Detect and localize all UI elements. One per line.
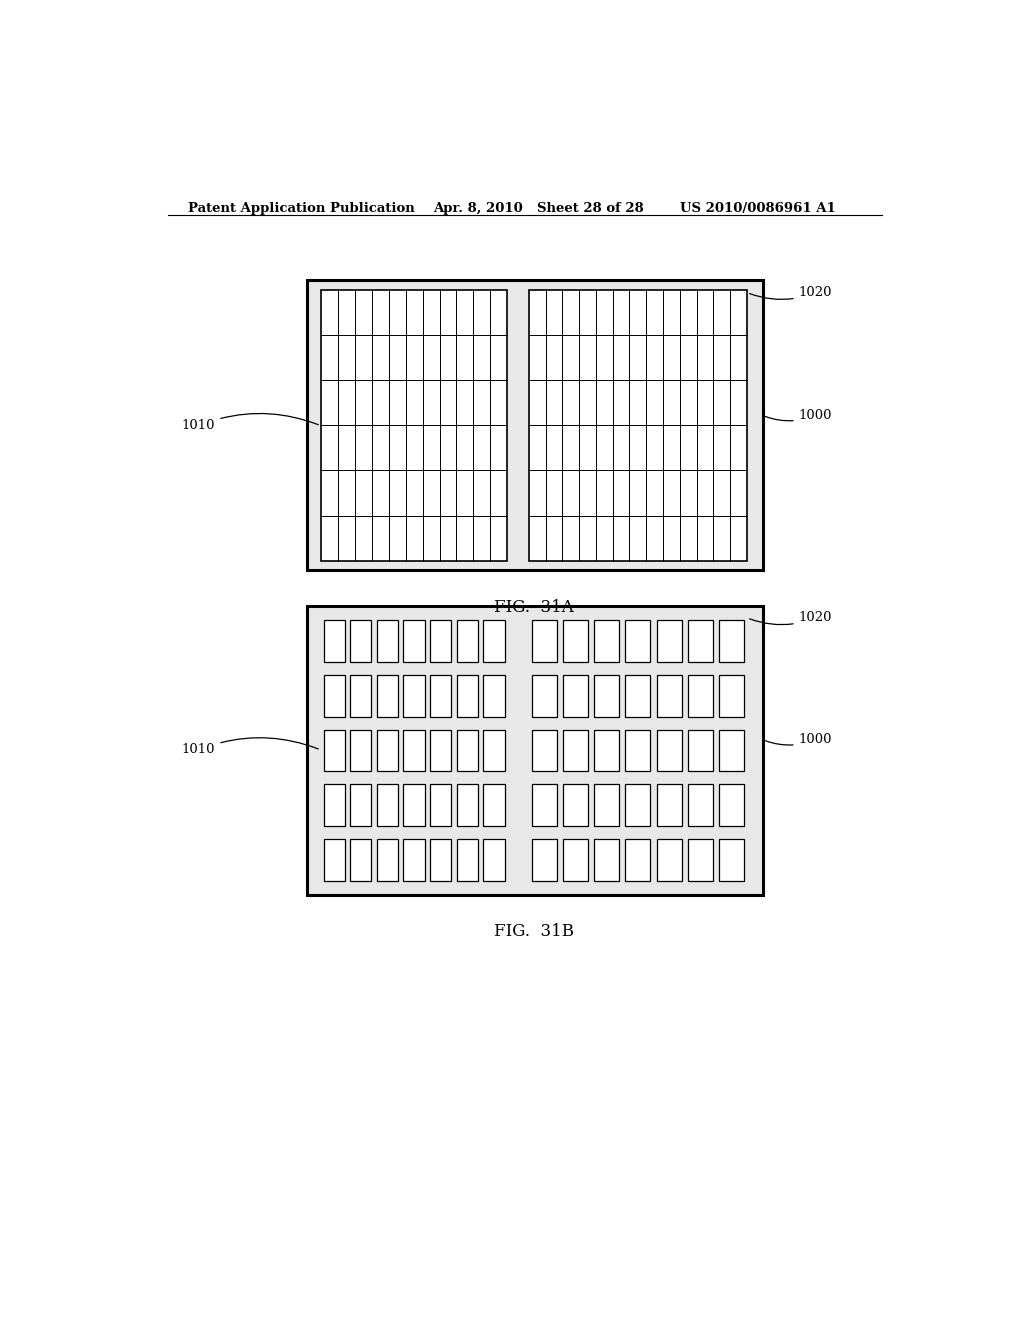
Bar [594, 784, 620, 826]
Text: FIG.  31B: FIG. 31B [495, 923, 574, 940]
Text: US 2010/0086961 A1: US 2010/0086961 A1 [680, 202, 836, 215]
Bar [719, 675, 743, 717]
Bar [350, 730, 372, 771]
Bar [457, 620, 478, 661]
Bar [483, 840, 505, 880]
Text: Patent Application Publication: Patent Application Publication [188, 202, 415, 215]
Bar [306, 606, 763, 895]
Text: 1000: 1000 [766, 734, 833, 746]
Bar [377, 840, 398, 880]
Bar [457, 840, 478, 880]
Bar [594, 840, 620, 880]
Bar [626, 620, 650, 661]
Bar [430, 784, 452, 826]
Bar [528, 289, 748, 561]
Bar [324, 620, 345, 661]
Bar [306, 280, 763, 570]
Bar [594, 730, 620, 771]
Bar [430, 730, 452, 771]
Bar [350, 675, 372, 717]
Bar [457, 730, 478, 771]
Bar [403, 784, 425, 826]
Bar [563, 784, 588, 826]
Bar [483, 730, 505, 771]
Bar [656, 675, 682, 717]
Bar [403, 675, 425, 717]
Bar [377, 784, 398, 826]
Text: Apr. 8, 2010: Apr. 8, 2010 [433, 202, 523, 215]
Bar [377, 730, 398, 771]
Bar [656, 620, 682, 661]
Bar [688, 784, 713, 826]
Text: 1010: 1010 [182, 413, 318, 432]
Bar [719, 840, 743, 880]
Bar [688, 620, 713, 661]
Bar [656, 730, 682, 771]
Bar [626, 840, 650, 880]
Bar [688, 840, 713, 880]
Bar [403, 730, 425, 771]
Bar [324, 840, 345, 880]
Bar [457, 784, 478, 826]
Text: FIG.  31A: FIG. 31A [495, 598, 574, 615]
Bar [324, 730, 345, 771]
Text: 1020: 1020 [750, 286, 833, 300]
Text: Sheet 28 of 28: Sheet 28 of 28 [537, 202, 643, 215]
Bar [350, 784, 372, 826]
Bar [483, 675, 505, 717]
Bar [430, 620, 452, 661]
Bar [324, 784, 345, 826]
Bar [563, 840, 588, 880]
Text: 1010: 1010 [182, 738, 318, 756]
Bar [324, 675, 345, 717]
Bar [531, 675, 557, 717]
Bar [377, 675, 398, 717]
Bar [403, 840, 425, 880]
Text: 1020: 1020 [750, 611, 833, 624]
Bar [594, 675, 620, 717]
Bar [688, 675, 713, 717]
Bar [656, 784, 682, 826]
Bar [321, 289, 507, 561]
Bar [719, 620, 743, 661]
Bar [626, 784, 650, 826]
Bar [457, 675, 478, 717]
Bar [531, 730, 557, 771]
Bar [483, 620, 505, 661]
Bar [531, 784, 557, 826]
Bar [430, 840, 452, 880]
Bar [350, 840, 372, 880]
Bar [626, 675, 650, 717]
Bar [531, 620, 557, 661]
Bar [403, 620, 425, 661]
Bar [531, 840, 557, 880]
Bar [563, 730, 588, 771]
Bar [719, 784, 743, 826]
Bar [688, 730, 713, 771]
Bar [350, 620, 372, 661]
Bar [563, 620, 588, 661]
Bar [594, 620, 620, 661]
Bar [656, 840, 682, 880]
Bar [719, 730, 743, 771]
Bar [377, 620, 398, 661]
Bar [430, 675, 452, 717]
Bar [483, 784, 505, 826]
Bar [626, 730, 650, 771]
Bar [563, 675, 588, 717]
Text: 1000: 1000 [766, 409, 833, 422]
